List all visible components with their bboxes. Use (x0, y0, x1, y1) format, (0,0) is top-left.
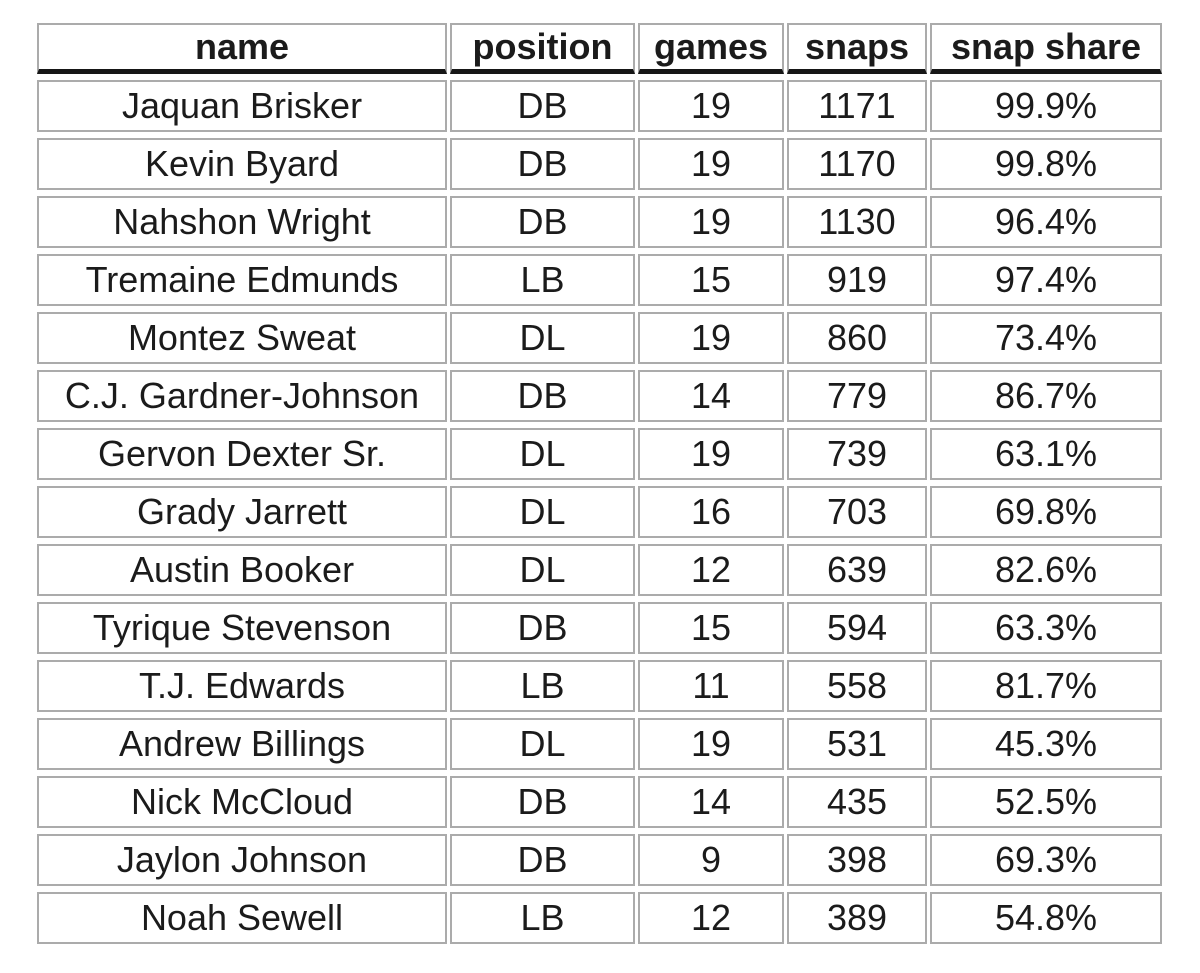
table-row: Gervon Dexter Sr. DL 19 739 63.1% (37, 428, 1162, 480)
cell-games: 19 (638, 428, 784, 480)
cell-snap-share: 96.4% (930, 196, 1162, 248)
cell-name: Jaylon Johnson (37, 834, 447, 886)
snap-counts-table: name position games snaps snap share Jaq… (34, 17, 1165, 950)
table-row: T.J. Edwards LB 11 558 81.7% (37, 660, 1162, 712)
cell-snaps: 435 (787, 776, 927, 828)
cell-snaps: 1130 (787, 196, 927, 248)
cell-position: DB (450, 138, 635, 190)
cell-snap-share: 63.3% (930, 602, 1162, 654)
cell-position: DB (450, 602, 635, 654)
cell-snaps: 739 (787, 428, 927, 480)
cell-position: LB (450, 254, 635, 306)
cell-games: 19 (638, 312, 784, 364)
cell-position: DB (450, 834, 635, 886)
column-header-name: name (37, 23, 447, 74)
cell-games: 19 (638, 718, 784, 770)
cell-snaps: 639 (787, 544, 927, 596)
table-row: Austin Booker DL 12 639 82.6% (37, 544, 1162, 596)
cell-games: 15 (638, 602, 784, 654)
cell-position: DL (450, 428, 635, 480)
cell-name: Jaquan Brisker (37, 80, 447, 132)
cell-snaps: 389 (787, 892, 927, 944)
cell-name: Austin Booker (37, 544, 447, 596)
cell-games: 9 (638, 834, 784, 886)
cell-position: DL (450, 544, 635, 596)
cell-position: DB (450, 80, 635, 132)
table-row: Tremaine Edmunds LB 15 919 97.4% (37, 254, 1162, 306)
cell-position: DL (450, 718, 635, 770)
cell-snap-share: 86.7% (930, 370, 1162, 422)
cell-position: DL (450, 312, 635, 364)
table-row: Tyrique Stevenson DB 15 594 63.3% (37, 602, 1162, 654)
cell-snap-share: 54.8% (930, 892, 1162, 944)
cell-games: 14 (638, 776, 784, 828)
cell-snaps: 919 (787, 254, 927, 306)
cell-snap-share: 82.6% (930, 544, 1162, 596)
table-row: Kevin Byard DB 19 1170 99.8% (37, 138, 1162, 190)
cell-snap-share: 45.3% (930, 718, 1162, 770)
cell-name: Gervon Dexter Sr. (37, 428, 447, 480)
cell-name: Tyrique Stevenson (37, 602, 447, 654)
cell-games: 19 (638, 80, 784, 132)
cell-games: 12 (638, 544, 784, 596)
cell-name: Nahshon Wright (37, 196, 447, 248)
cell-position: LB (450, 892, 635, 944)
cell-name: Andrew Billings (37, 718, 447, 770)
cell-position: DB (450, 776, 635, 828)
cell-games: 12 (638, 892, 784, 944)
cell-snap-share: 73.4% (930, 312, 1162, 364)
table-body: Jaquan Brisker DB 19 1171 99.9% Kevin Byard DB… (37, 80, 1162, 944)
cell-snap-share: 99.9% (930, 80, 1162, 132)
cell-snaps: 558 (787, 660, 927, 712)
cell-position: DL (450, 486, 635, 538)
cell-games: 19 (638, 196, 784, 248)
cell-snaps: 398 (787, 834, 927, 886)
cell-position: DB (450, 370, 635, 422)
cell-name: Noah Sewell (37, 892, 447, 944)
cell-snap-share: 69.8% (930, 486, 1162, 538)
cell-games: 16 (638, 486, 784, 538)
cell-games: 15 (638, 254, 784, 306)
cell-snap-share: 63.1% (930, 428, 1162, 480)
column-header-snap-share: snap share (930, 23, 1162, 74)
cell-snaps: 594 (787, 602, 927, 654)
cell-name: Nick McCloud (37, 776, 447, 828)
table-row: Jaylon Johnson DB 9 398 69.3% (37, 834, 1162, 886)
cell-name: Grady Jarrett (37, 486, 447, 538)
cell-name: C.J. Gardner-Johnson (37, 370, 447, 422)
table-row: Noah Sewell LB 12 389 54.8% (37, 892, 1162, 944)
column-header-snaps: snaps (787, 23, 927, 74)
column-header-games: games (638, 23, 784, 74)
cell-snaps: 531 (787, 718, 927, 770)
cell-snap-share: 69.3% (930, 834, 1162, 886)
table-row: Montez Sweat DL 19 860 73.4% (37, 312, 1162, 364)
table-row: Grady Jarrett DL 16 703 69.8% (37, 486, 1162, 538)
cell-position: LB (450, 660, 635, 712)
cell-snaps: 1171 (787, 80, 927, 132)
table-row: Nahshon Wright DB 19 1130 96.4% (37, 196, 1162, 248)
cell-games: 11 (638, 660, 784, 712)
cell-name: T.J. Edwards (37, 660, 447, 712)
cell-snap-share: 99.8% (930, 138, 1162, 190)
cell-snap-share: 81.7% (930, 660, 1162, 712)
cell-snap-share: 52.5% (930, 776, 1162, 828)
table-row: Jaquan Brisker DB 19 1171 99.9% (37, 80, 1162, 132)
cell-snaps: 860 (787, 312, 927, 364)
table-row: Nick McCloud DB 14 435 52.5% (37, 776, 1162, 828)
cell-snap-share: 97.4% (930, 254, 1162, 306)
cell-snaps: 779 (787, 370, 927, 422)
cell-name: Tremaine Edmunds (37, 254, 447, 306)
column-header-position: position (450, 23, 635, 74)
cell-position: DB (450, 196, 635, 248)
cell-name: Kevin Byard (37, 138, 447, 190)
table-row: C.J. Gardner-Johnson DB 14 779 86.7% (37, 370, 1162, 422)
cell-games: 19 (638, 138, 784, 190)
cell-snaps: 703 (787, 486, 927, 538)
header-row: name position games snaps snap share (37, 23, 1162, 74)
cell-games: 14 (638, 370, 784, 422)
cell-name: Montez Sweat (37, 312, 447, 364)
cell-snaps: 1170 (787, 138, 927, 190)
table-row: Andrew Billings DL 19 531 45.3% (37, 718, 1162, 770)
